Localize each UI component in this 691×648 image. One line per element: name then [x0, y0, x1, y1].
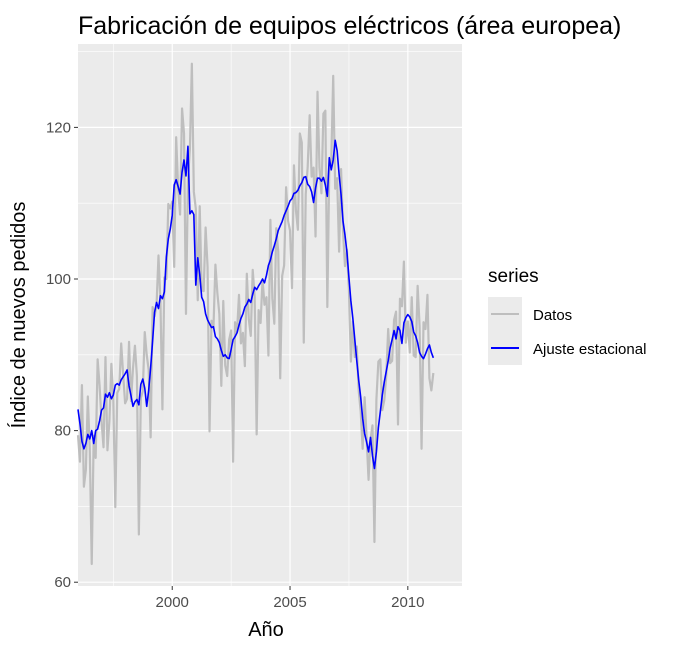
- y-axis: 60 80 100 120: [46, 119, 78, 591]
- legend-label-datos: Datos: [533, 307, 572, 324]
- x-tick-label: 2010: [391, 594, 424, 611]
- x-tick-label: 2005: [273, 594, 306, 611]
- y-tick-label: 60: [54, 574, 71, 591]
- series-line-ajuste-estacional: [77, 139, 435, 470]
- y-tick-label: 100: [46, 271, 71, 288]
- y-axis-title: Índice de nuevos pedidos: [7, 202, 30, 429]
- y-tick-label: 120: [46, 119, 71, 136]
- y-tick-label: 80: [54, 423, 71, 440]
- x-tick-label: 2000: [156, 594, 189, 611]
- x-axis: 2000 2005 2010: [156, 586, 425, 611]
- x-axis-title: Año: [248, 619, 284, 641]
- legend-label-ajuste: Ajuste estacional: [533, 341, 646, 358]
- chart-title: Fabricación de equipos eléctricos (área …: [78, 12, 621, 40]
- legend-title: series: [488, 266, 539, 287]
- legend: series Datos Ajuste estacional: [488, 266, 646, 365]
- series-layer: [76, 62, 435, 566]
